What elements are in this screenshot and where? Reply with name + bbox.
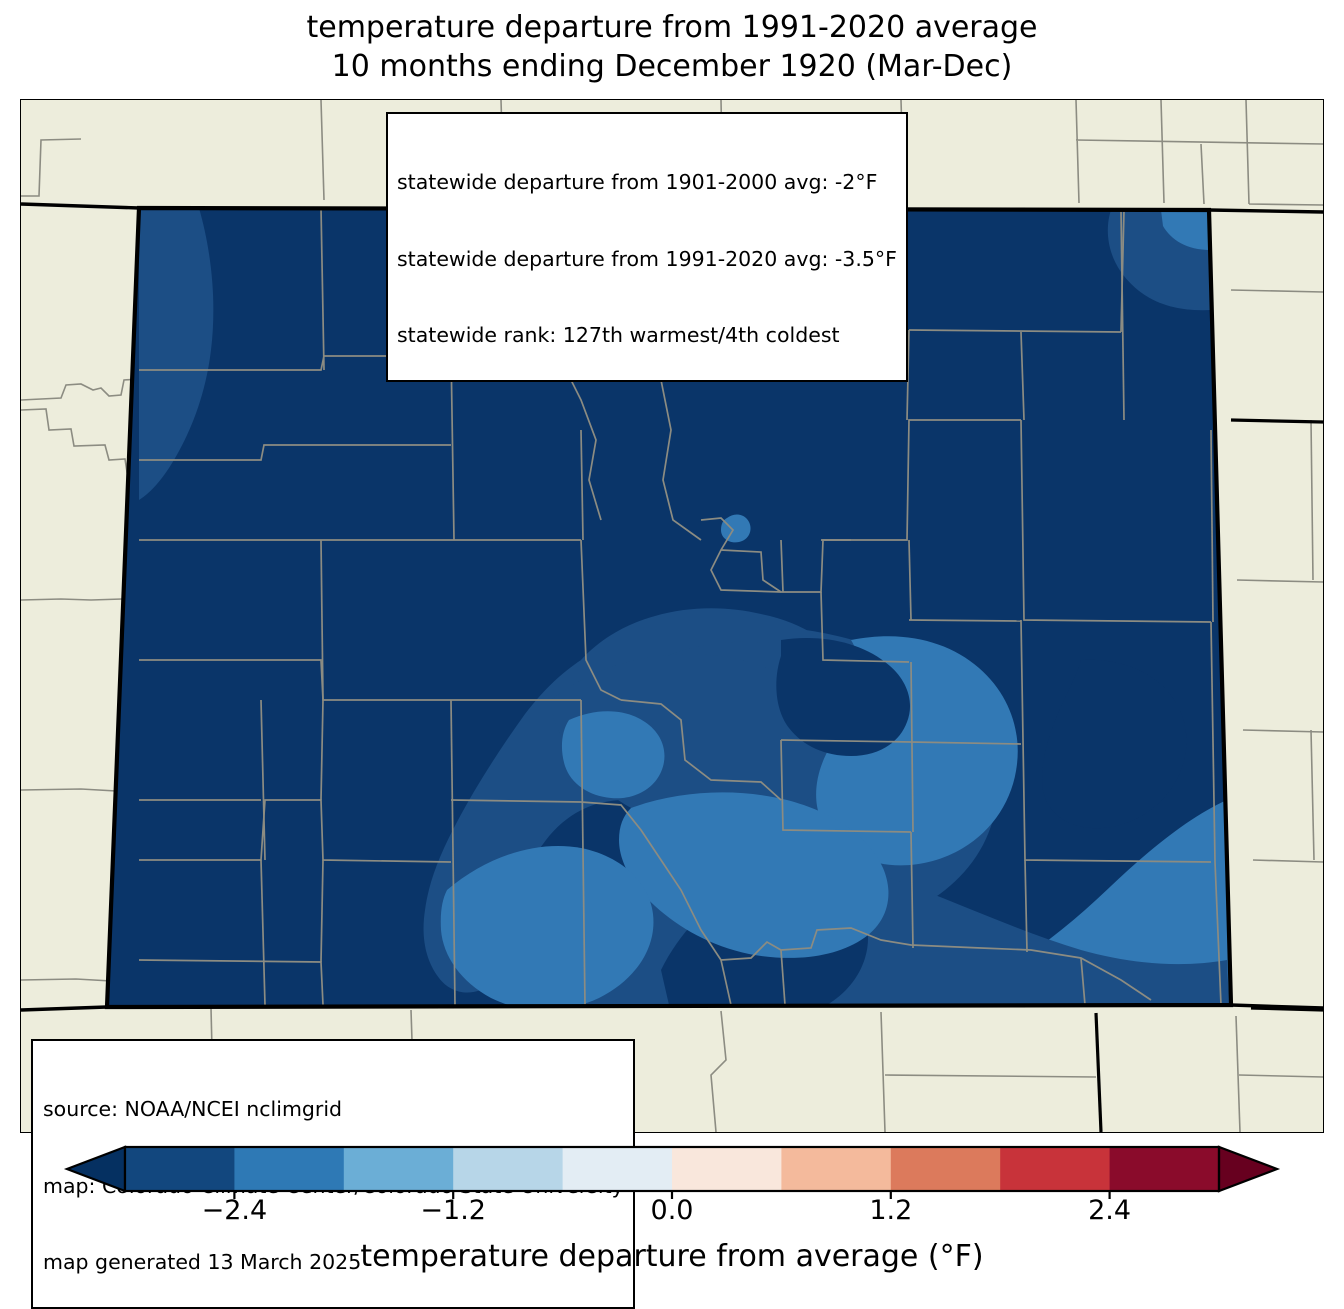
colorbar-bin-9 — [1109, 1147, 1220, 1191]
source-line-1: source: NOAA/NCEI nclimgrid — [43, 1097, 343, 1121]
fill-level-dark-intrusion-east — [1042, 659, 1187, 829]
fill-level-north-extension — [581, 608, 841, 720]
colorbar-tick-label-4: 2.4 — [1088, 1195, 1132, 1226]
fill-level-central-light-west — [440, 845, 654, 1007]
colorbar-bin-6 — [781, 1147, 892, 1191]
colorbar-swatches — [63, 1145, 1281, 1199]
stats-line-2: statewide departure from 1991-2020 avg: … — [397, 246, 897, 271]
colorbar-bin-0 — [125, 1147, 235, 1191]
fill-level-tiny-blob — [721, 514, 751, 543]
colorbar-tick-label-1: −1.2 — [420, 1195, 486, 1226]
colorbar-tick-label-2: 0.0 — [650, 1195, 694, 1226]
stats-line-1: statewide departure from 1901-2000 avg: … — [397, 170, 878, 194]
fill-level-dark-intrusion-north — [776, 638, 911, 756]
colorbar: −2.4 −1.2 0.0 1.2 2.4 temperature departure … — [0, 1139, 1344, 1299]
colorbar-bin-5 — [672, 1147, 782, 1191]
colorbar-bin-4 — [562, 1147, 673, 1191]
fill-level-small-light-blob — [561, 711, 665, 799]
colorbar-tick-label-3: 1.2 — [869, 1195, 913, 1226]
colorbar-tick-labels: −2.4 −1.2 0.0 1.2 2.4 — [0, 1195, 1344, 1235]
colorbar-bin-3 — [453, 1147, 564, 1191]
colorbar-tick-label-0: −2.4 — [201, 1195, 268, 1226]
colorbar-extend-low — [63, 1145, 127, 1193]
title-line-2: 10 months ending December 1920 (Mar-Dec) — [331, 49, 1013, 84]
colorbar-bin-1 — [234, 1147, 345, 1191]
fill-level-central-light-main — [619, 792, 889, 958]
adjacent-state-lines — [21, 202, 1323, 1012]
stats-line-3: statewide rank: 127th warmest/4th coldes… — [397, 323, 840, 347]
colorbar-bin-8 — [1000, 1147, 1111, 1191]
title-line-1: temperature departure from 1991-2020 ave… — [306, 10, 1038, 45]
fill-level-se — [899, 800, 1231, 1006]
neighbor-state-borders — [1094, 418, 1323, 1132]
colorbar-extend-high — [1217, 1145, 1281, 1193]
colorbar-bin-7 — [890, 1147, 1001, 1191]
colorbar-axis-label: temperature departure from average (°F) — [360, 1239, 984, 1274]
page-title: temperature departure from 1991-2020 ave… — [0, 8, 1344, 86]
colorbar-bin-2 — [343, 1147, 454, 1191]
statewide-stats-box: statewide departure from 1901-2000 avg: … — [386, 112, 908, 382]
fill-level-nw — [139, 208, 214, 500]
source-line-3: map generated 13 March 2025 — [43, 1250, 362, 1274]
fill-level-ne-light — [1161, 210, 1210, 250]
